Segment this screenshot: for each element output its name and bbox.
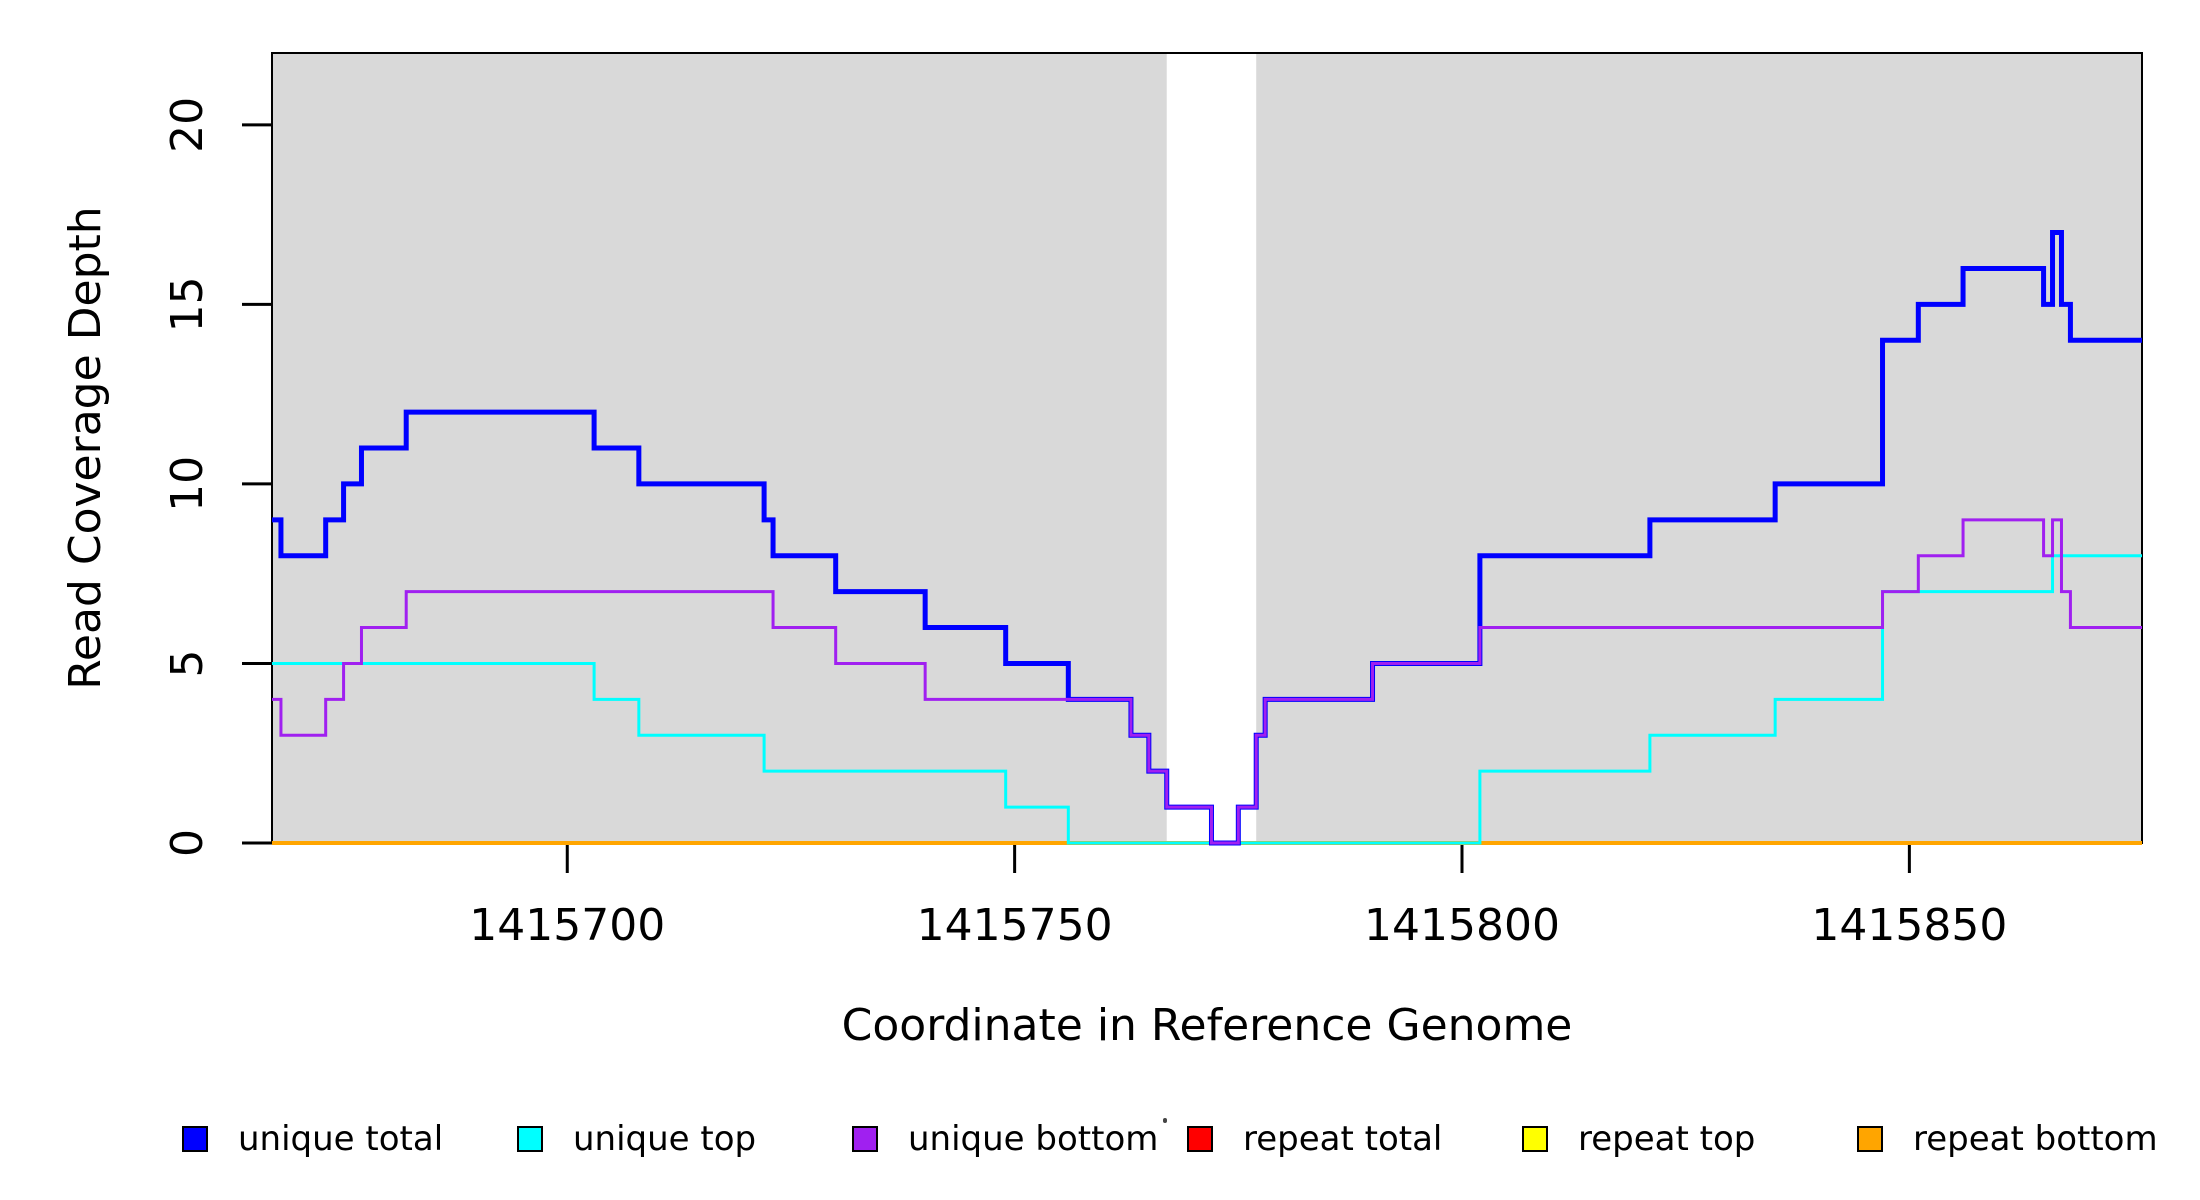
unique-bottom-swatch xyxy=(852,1126,878,1152)
legend-label: repeat bottom xyxy=(1913,1119,2158,1159)
unique-top-swatch xyxy=(517,1126,543,1152)
legend-item-unique-total: unique total xyxy=(182,1119,443,1159)
unique-total-swatch xyxy=(182,1126,208,1152)
x-tick-label: 1415700 xyxy=(469,900,665,951)
legend: unique total unique top unique bottom re… xyxy=(0,1119,2200,1166)
x-axis-title: Coordinate in Reference Genome xyxy=(841,1000,1573,1051)
legend-label: unique top xyxy=(573,1119,757,1159)
y-tick-label: 5 xyxy=(162,649,213,677)
x-tick-label: 1415850 xyxy=(1811,900,2007,951)
repeat-bottom-swatch xyxy=(1857,1126,1883,1152)
y-axis: 0 5 10 15 20 xyxy=(162,97,272,857)
legend-label: unique bottom xyxy=(908,1119,1159,1159)
y-axis-title: Read Coverage Depth xyxy=(60,206,111,690)
x-tick-label: 1415800 xyxy=(1364,900,1560,951)
legend-item-repeat-bottom: repeat bottom xyxy=(1857,1119,2158,1159)
legend-item-repeat-total: repeat total xyxy=(1187,1119,1442,1159)
legend-item-repeat-top: repeat top xyxy=(1522,1119,1755,1159)
legend-label: unique total xyxy=(238,1119,444,1159)
series-unique-top xyxy=(272,554,2142,845)
shaded-region xyxy=(272,53,1167,843)
x-axis: 1415700 1415750 1415800 1415850 xyxy=(469,843,2007,951)
legend-label: repeat top xyxy=(1578,1119,1756,1159)
x-tick-label: 1415750 xyxy=(917,900,1113,951)
y-tick-label: 15 xyxy=(162,276,213,332)
y-tick-label: 10 xyxy=(162,456,213,512)
legend-item-unique-top: unique top xyxy=(517,1119,756,1159)
repeat-total-swatch xyxy=(1187,1126,1213,1152)
y-tick-label: 0 xyxy=(162,829,213,857)
legend-label: repeat total xyxy=(1243,1119,1443,1159)
plot-shaded-regions xyxy=(272,53,2142,843)
y-tick-label: 20 xyxy=(162,97,213,153)
legend-item-unique-bottom: unique bottom xyxy=(852,1119,1158,1159)
stray-dot xyxy=(1163,1118,1167,1123)
series-unique-bottom xyxy=(272,518,2142,845)
repeat-top-swatch xyxy=(1522,1126,1548,1152)
shaded-region xyxy=(1256,53,2142,843)
